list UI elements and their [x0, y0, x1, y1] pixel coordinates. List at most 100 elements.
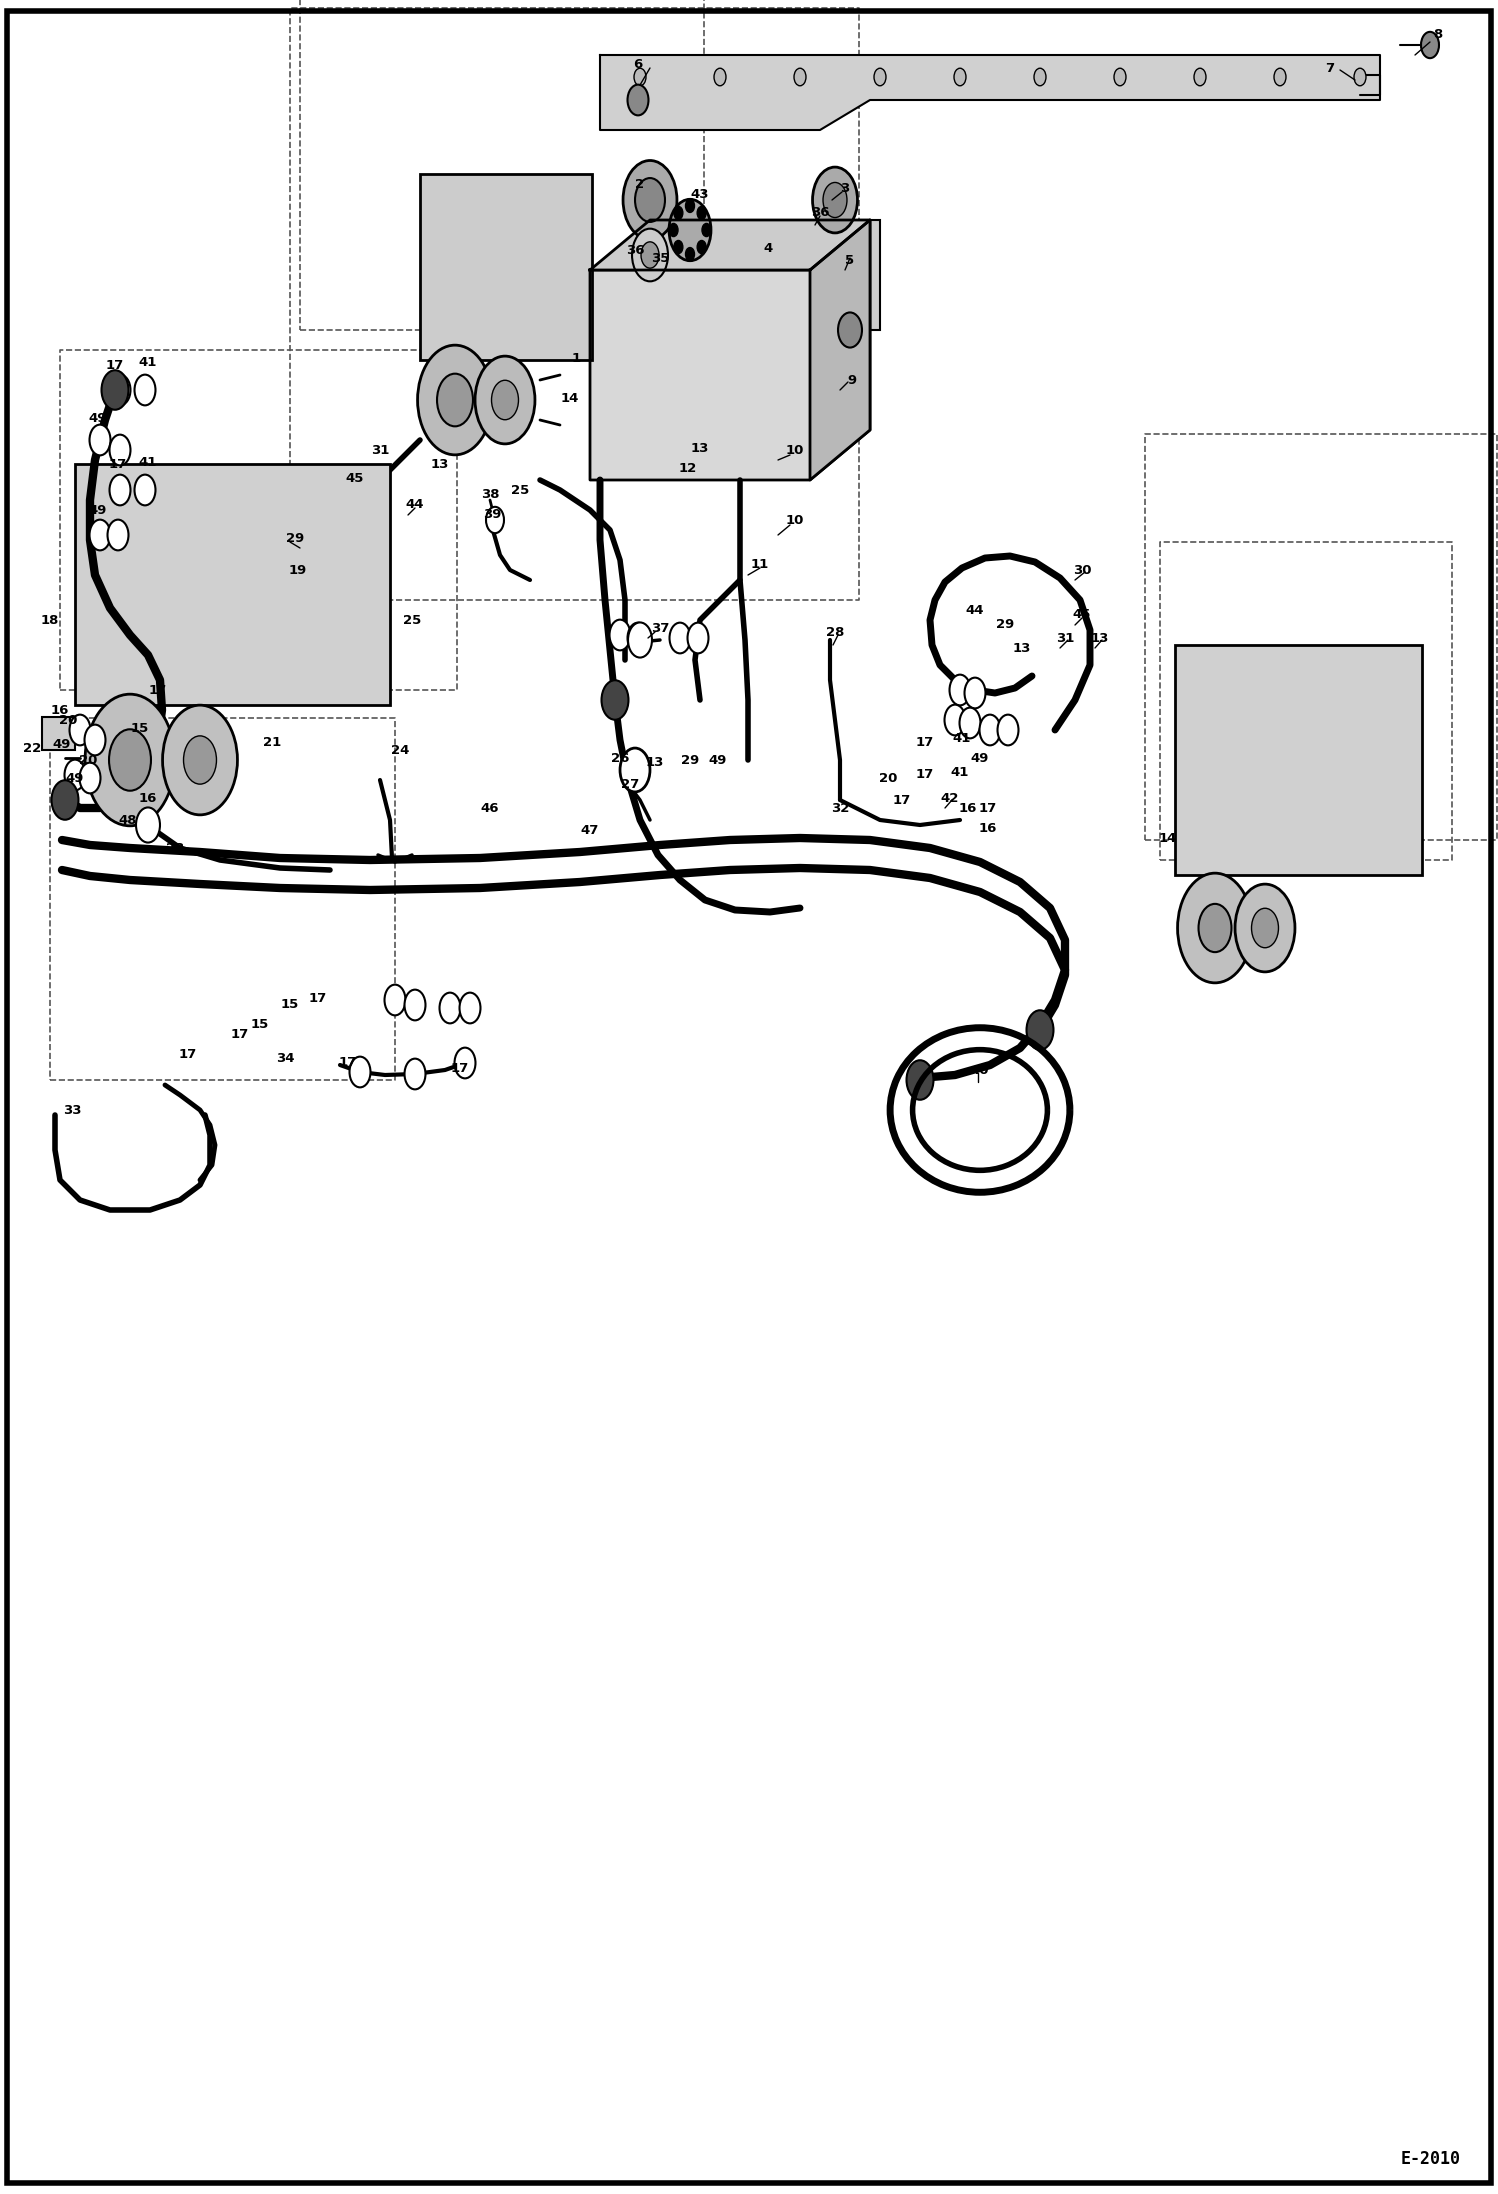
Text: 33: 33	[63, 1104, 81, 1117]
Text: 16: 16	[978, 821, 998, 834]
Text: 15: 15	[250, 1018, 270, 1031]
Text: 25: 25	[511, 483, 529, 496]
Circle shape	[79, 764, 100, 794]
Text: 28: 28	[825, 625, 845, 638]
Text: 17: 17	[915, 735, 935, 748]
Text: 15: 15	[130, 722, 150, 735]
Circle shape	[950, 674, 971, 704]
Text: 42: 42	[941, 792, 959, 805]
Circle shape	[954, 68, 966, 86]
Text: 14: 14	[1159, 832, 1177, 845]
Circle shape	[670, 224, 679, 237]
Text: 27: 27	[620, 779, 640, 792]
Text: 15: 15	[282, 998, 300, 1011]
Text: E-2010: E-2010	[1401, 2150, 1461, 2168]
Text: 17: 17	[109, 459, 127, 472]
Circle shape	[491, 380, 518, 419]
Circle shape	[674, 241, 683, 255]
Circle shape	[674, 206, 683, 219]
Text: 41: 41	[951, 766, 969, 779]
Circle shape	[794, 68, 806, 86]
Circle shape	[1198, 904, 1231, 952]
Text: 49: 49	[52, 739, 72, 753]
Circle shape	[873, 68, 885, 86]
Circle shape	[628, 623, 652, 658]
Text: 17: 17	[451, 1062, 469, 1075]
Circle shape	[628, 86, 649, 116]
Text: 10: 10	[786, 513, 804, 527]
Circle shape	[184, 735, 217, 783]
Text: 16: 16	[51, 704, 69, 717]
Circle shape	[418, 344, 493, 454]
Text: 49: 49	[971, 753, 989, 764]
Text: 17: 17	[231, 1029, 249, 1042]
Text: 17: 17	[309, 992, 327, 1005]
Text: 41: 41	[953, 731, 971, 744]
Text: 20: 20	[879, 772, 897, 785]
Circle shape	[1034, 68, 1046, 86]
Circle shape	[102, 371, 129, 410]
Circle shape	[812, 167, 857, 233]
Text: 45: 45	[346, 472, 364, 485]
Circle shape	[69, 715, 90, 746]
Circle shape	[64, 759, 85, 790]
Text: 49: 49	[88, 412, 108, 423]
Text: 46: 46	[481, 801, 499, 814]
Circle shape	[1194, 68, 1206, 86]
Text: 38: 38	[481, 489, 499, 502]
Circle shape	[837, 312, 861, 347]
Circle shape	[960, 709, 981, 739]
Circle shape	[460, 992, 481, 1022]
Text: 24: 24	[391, 744, 409, 757]
Circle shape	[135, 474, 156, 505]
Circle shape	[1234, 884, 1294, 972]
Text: 39: 39	[482, 509, 502, 522]
Circle shape	[623, 160, 677, 239]
Circle shape	[404, 1060, 425, 1090]
Text: 40: 40	[971, 1064, 989, 1077]
Text: 44: 44	[966, 603, 984, 617]
Text: 20: 20	[79, 753, 97, 766]
Circle shape	[385, 985, 406, 1016]
Circle shape	[686, 248, 695, 261]
Text: 16: 16	[139, 792, 157, 805]
Circle shape	[404, 989, 425, 1020]
Circle shape	[349, 1058, 370, 1088]
Text: 22: 22	[22, 742, 40, 755]
Text: 17: 17	[339, 1055, 357, 1068]
Circle shape	[634, 68, 646, 86]
Text: 13: 13	[646, 755, 664, 768]
Circle shape	[697, 241, 706, 255]
Text: 20: 20	[58, 713, 78, 726]
Circle shape	[135, 375, 156, 406]
Polygon shape	[590, 219, 870, 270]
Text: 1: 1	[571, 351, 581, 364]
Text: 16: 16	[959, 801, 977, 814]
Circle shape	[1251, 908, 1278, 948]
Text: 13: 13	[431, 459, 449, 472]
Circle shape	[454, 1049, 475, 1079]
Text: 17: 17	[978, 801, 998, 814]
Text: 34: 34	[276, 1051, 294, 1064]
Circle shape	[688, 623, 709, 654]
Text: 32: 32	[831, 801, 849, 814]
Circle shape	[475, 355, 535, 443]
Circle shape	[602, 680, 629, 720]
Text: 26: 26	[611, 753, 629, 764]
Text: 31: 31	[1056, 632, 1074, 645]
Text: 12: 12	[679, 461, 697, 474]
Text: 29: 29	[996, 619, 1014, 632]
Text: 43: 43	[691, 189, 709, 202]
Circle shape	[715, 68, 727, 86]
Circle shape	[85, 693, 175, 825]
Circle shape	[1422, 33, 1440, 59]
Text: 13: 13	[691, 441, 709, 454]
Circle shape	[945, 704, 966, 735]
Text: 21: 21	[262, 735, 282, 748]
Text: 35: 35	[650, 252, 670, 265]
Circle shape	[163, 704, 238, 814]
Circle shape	[998, 715, 1019, 746]
Text: 41: 41	[139, 355, 157, 369]
Circle shape	[670, 200, 712, 261]
Circle shape	[84, 724, 105, 755]
